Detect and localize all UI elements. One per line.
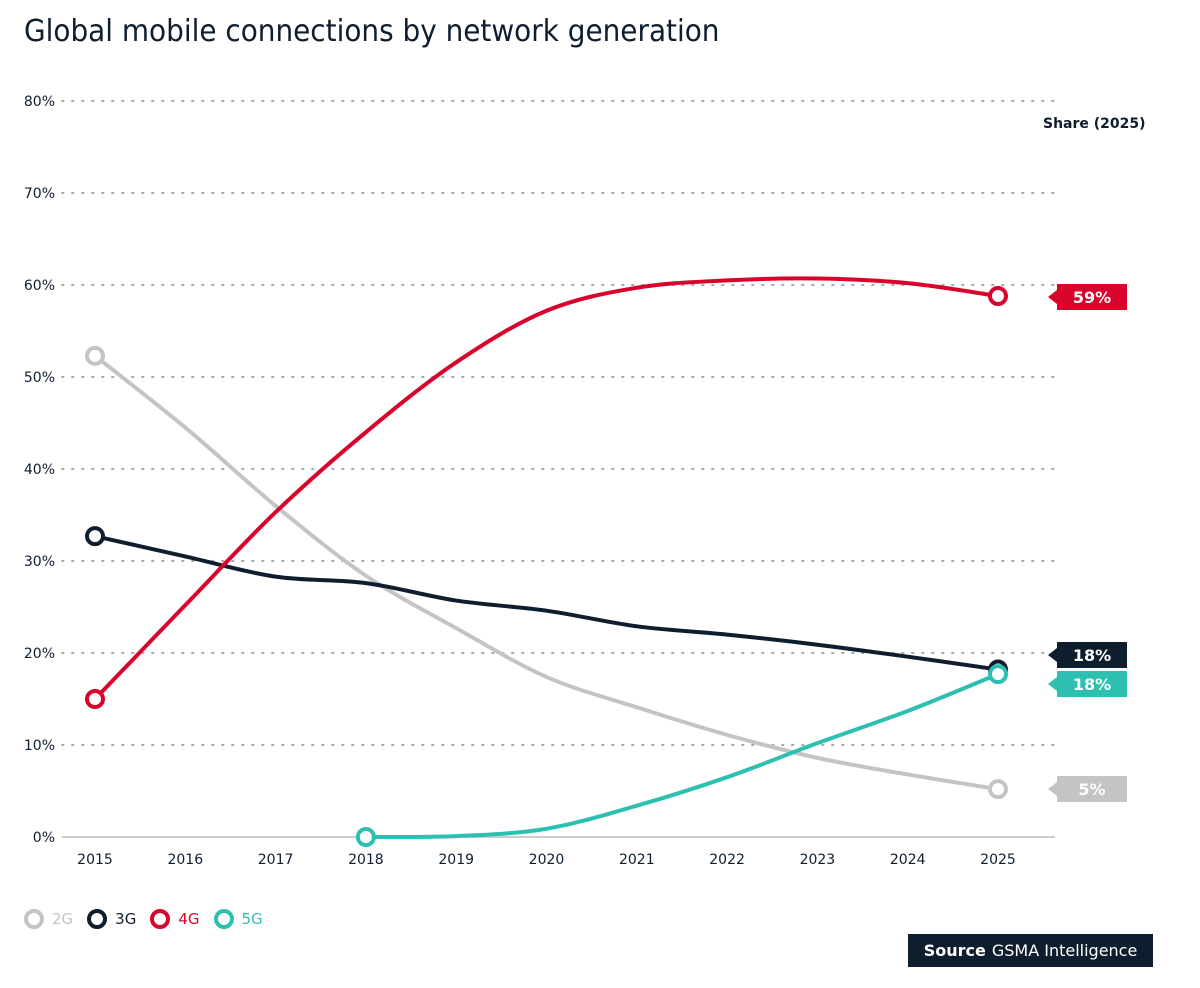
series-line-5g (365, 672, 999, 840)
source-badge: Source GSMA Intelligence (908, 934, 1153, 967)
end-label-tag (1048, 642, 1127, 668)
legend-label: 3G (115, 910, 137, 928)
line-chart: 0% 10% 20% 30% 40% 50% 60% 70% 80% 2015 2016 2017 20… (24, 94, 1127, 868)
end-label-tag (1048, 776, 1127, 802)
x-tick-label: 2018 (348, 852, 384, 868)
data-point-marker (85, 345, 105, 366)
y-tick-label: 20% (24, 646, 55, 662)
legend-label: 2G (52, 910, 74, 928)
x-tick-label: 2022 (709, 852, 745, 868)
end-label-text: 18% (1073, 646, 1111, 665)
y-tick-label: 70% (24, 186, 55, 202)
legend-label: 5G (241, 910, 263, 928)
y-tick-label: 80% (24, 94, 55, 110)
y-tick-label: 50% (24, 370, 55, 386)
y-tick-label: 0% (33, 830, 55, 846)
data-point-marker (355, 827, 376, 847)
data-point-marker (988, 286, 1008, 307)
y-tick-label: 30% (24, 554, 55, 570)
chart-title: Global mobile connections by network gen… (24, 14, 720, 49)
x-tick-label: 2015 (77, 852, 113, 868)
legend-item-3g: 3G (87, 909, 136, 929)
series-line-3g (94, 534, 999, 672)
end-label-text: 59% (1073, 288, 1111, 307)
legend-item-4g: 4G (150, 909, 200, 929)
y-tick-label: 60% (24, 278, 55, 294)
legend-label: 4G (178, 910, 200, 928)
x-tick-label: 2024 (890, 852, 926, 868)
x-tick-label: 2019 (438, 852, 474, 868)
end-label-tag (1048, 284, 1127, 310)
source-name: GSMA Intelligence (991, 941, 1138, 960)
ring-icon (213, 909, 234, 929)
end-label-text: 5% (1078, 780, 1105, 799)
x-tick-label: 2020 (529, 852, 565, 868)
ring-icon (24, 909, 44, 929)
ring-icon (87, 909, 108, 929)
data-point-marker (988, 779, 1008, 800)
data-point-marker (85, 689, 105, 709)
y-tick-label: 10% (24, 738, 55, 754)
data-point-marker (988, 664, 1008, 685)
end-label-tag (1048, 671, 1127, 697)
x-tick-label: 2017 (258, 852, 294, 868)
source-label: Source (923, 941, 986, 960)
series-line-4g (93, 276, 999, 701)
legend-item-5g: 5G (213, 909, 263, 929)
end-label-header: Share (2025) (1043, 116, 1146, 132)
x-tick-label: 2023 (800, 852, 836, 868)
end-label-text: 18% (1073, 675, 1111, 694)
x-tick-label: 2025 (980, 852, 1016, 868)
ring-icon (150, 909, 171, 929)
series-line-2g (93, 354, 999, 792)
x-tick-label: 2016 (167, 852, 203, 868)
legend-item-2g: 2G (24, 909, 73, 929)
y-tick-label: 40% (24, 462, 55, 478)
x-tick-label: 2021 (619, 852, 655, 868)
legend: 2G 3G 4G 5G (24, 909, 263, 929)
data-point-marker (85, 526, 105, 547)
